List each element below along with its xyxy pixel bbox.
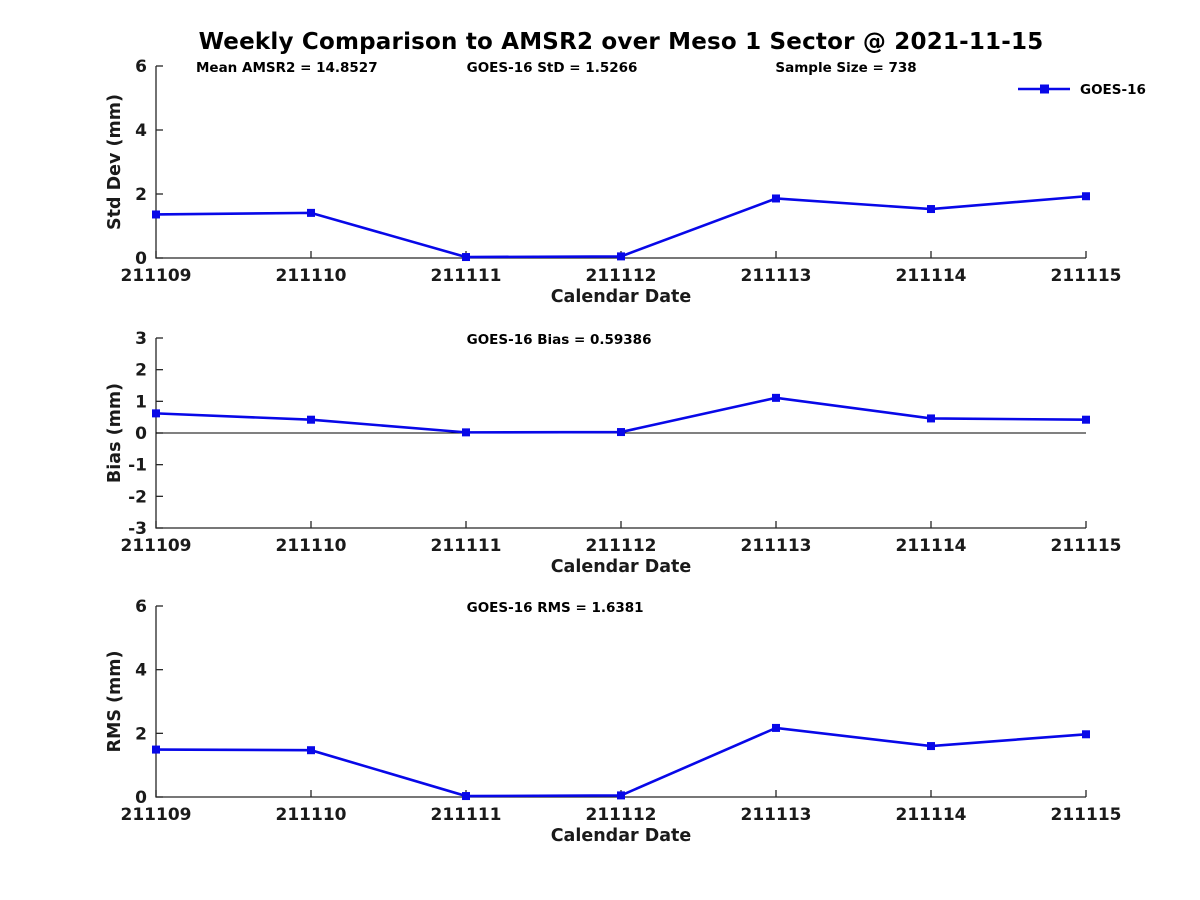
goes-16-line xyxy=(155,396,1087,434)
y-axis-label: Bias (mm) xyxy=(105,383,125,483)
data-point-marker xyxy=(152,409,160,418)
bias-chart: -3 -2 -1 0 1 2 3 211109 211110 211111 211112 211113… xyxy=(105,329,1121,577)
goes-16-line xyxy=(155,194,1087,259)
x-axis-label: Calendar Date xyxy=(551,557,692,577)
stat-annotation: GOES-16 RMS = 1.6381 xyxy=(467,600,644,616)
y-tick-label: 1 xyxy=(135,392,147,412)
y-tick-label: -3 xyxy=(128,519,147,539)
y-tick-label: 2 xyxy=(135,724,147,744)
figure-title: Weekly Comparison to AMSR2 over Meso 1 S… xyxy=(198,29,1044,55)
x-tick-label: 211113 xyxy=(741,536,812,556)
data-point-marker xyxy=(927,414,935,423)
legend-marker xyxy=(1040,84,1049,94)
axis-spines xyxy=(155,66,1086,259)
stat-annotation: GOES-16 StD = 1.5266 xyxy=(467,60,638,76)
x-tick-label: 211112 xyxy=(586,266,657,286)
x-tick-label: 211110 xyxy=(276,805,347,825)
x-tick-label: 211110 xyxy=(276,536,347,556)
x-tick-label: 211114 xyxy=(896,266,967,286)
y-tick-label: -1 xyxy=(128,456,147,476)
x-axis-label: Calendar Date xyxy=(551,287,692,307)
data-point-marker xyxy=(1082,415,1090,424)
x-tick-label: 211109 xyxy=(121,805,192,825)
x-tick-label: 211114 xyxy=(896,805,967,825)
data-point-marker xyxy=(617,791,625,800)
y-tick-label: 0 xyxy=(135,424,147,444)
x-tick-label: 211113 xyxy=(741,805,812,825)
x-tick-label: 211109 xyxy=(121,266,192,286)
y-tick-label: 4 xyxy=(135,121,147,141)
data-point-marker xyxy=(152,745,160,754)
y-tick-label: -2 xyxy=(128,487,147,507)
data-point-marker xyxy=(1082,192,1090,201)
data-point-marker xyxy=(307,746,315,755)
x-tick-label: 211109 xyxy=(121,536,192,556)
data-point-marker xyxy=(617,428,625,437)
x-tick-label: 211112 xyxy=(586,536,657,556)
std-dev-chart: 0 2 4 6 211109 211110 211111 211112 211113 211114… xyxy=(105,57,1146,307)
y-tick-label: 0 xyxy=(135,249,147,269)
data-point-marker xyxy=(927,742,935,751)
y-tick-label: 0 xyxy=(135,788,147,808)
y-tick-label: 3 xyxy=(135,329,147,349)
legend-label: GOES-16 xyxy=(1080,82,1146,98)
data-point-marker xyxy=(772,194,780,203)
x-tick-label: 211115 xyxy=(1051,266,1122,286)
goes-16-line xyxy=(155,726,1087,798)
x-tick-label: 211111 xyxy=(431,536,502,556)
y-axis-label: Std Dev (mm) xyxy=(105,94,125,230)
x-tick-label: 211112 xyxy=(586,805,657,825)
y-tick-label: 4 xyxy=(135,661,147,681)
x-tick-label: 211115 xyxy=(1051,805,1122,825)
y-tick-label: 2 xyxy=(135,185,147,205)
x-tick-label: 211111 xyxy=(431,805,502,825)
y-axis-label: RMS (mm) xyxy=(105,650,125,752)
data-point-marker xyxy=(152,210,160,219)
stat-annotation: Mean AMSR2 = 14.8527 xyxy=(196,60,378,76)
x-tick-label: 211110 xyxy=(276,266,347,286)
x-tick-label: 211115 xyxy=(1051,536,1122,556)
data-point-marker xyxy=(927,205,935,214)
data-point-marker xyxy=(1082,730,1090,739)
y-tick-label: 6 xyxy=(135,57,147,77)
data-point-marker xyxy=(617,252,625,261)
x-tick-label: 211111 xyxy=(431,266,502,286)
stat-annotation: Sample Size = 738 xyxy=(775,60,916,76)
axis-spines xyxy=(155,606,1086,798)
legend: GOES-16 xyxy=(1018,82,1146,98)
x-tick-label: 211114 xyxy=(896,536,967,556)
rms-chart: 0 2 4 6 211109 211110 211111 211112 211113 211114… xyxy=(105,597,1121,846)
stat-annotation: GOES-16 Bias = 0.59386 xyxy=(467,332,652,348)
x-tick-label: 211113 xyxy=(741,266,812,286)
y-tick-label: 2 xyxy=(135,361,147,381)
data-point-marker xyxy=(462,253,470,262)
data-point-marker xyxy=(307,208,315,217)
data-point-marker xyxy=(462,428,470,437)
data-point-marker xyxy=(307,415,315,424)
data-point-marker xyxy=(772,723,780,732)
data-point-marker xyxy=(462,792,470,801)
x-axis-label: Calendar Date xyxy=(551,826,692,846)
y-tick-label: 6 xyxy=(135,597,147,617)
data-point-marker xyxy=(772,393,780,402)
